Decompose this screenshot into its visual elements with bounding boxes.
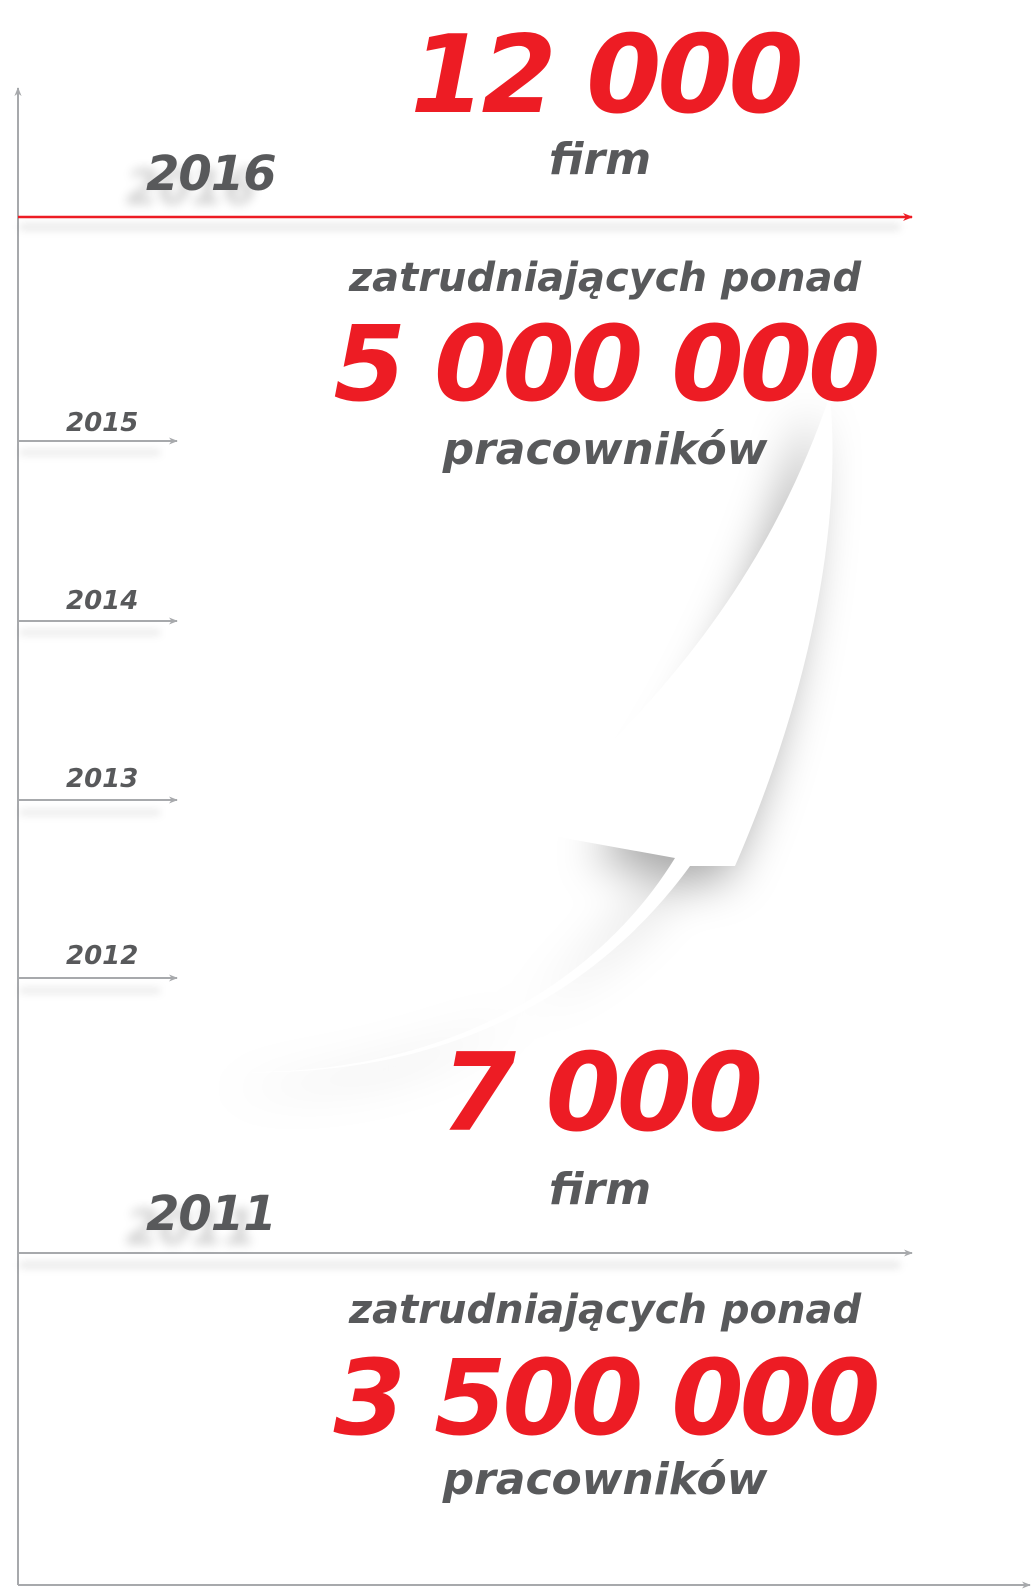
year-label-2013: 2013 [66,764,139,794]
line-shadow-2011 [20,1262,900,1268]
line-shadow-2014 [20,630,160,635]
line-shadow-2016 [20,224,900,230]
year-label-2014: 2014 [66,586,139,616]
firms-label-2011: firm [548,1164,652,1215]
employees-count-2011: 3 500 000 [333,1337,881,1459]
line-shadow-2013 [20,810,160,815]
growth-arrow [240,395,833,1073]
line-shadow-2012 [20,988,160,993]
year-label-2016: 2016 [146,146,277,202]
employ-label-2016: zatrudniających ponad [348,255,862,301]
employees-label-2011: pracowników [442,1454,768,1505]
year-label-2011: 2011 [146,1186,277,1242]
employees-count-2016: 5 000 000 [333,303,881,425]
employ-label-2011: zatrudniających ponad [348,1287,862,1333]
firms-count-2011: 7 000 [440,1031,763,1156]
firms-count-2016: 12 000 [410,13,803,138]
employees-label-2016: pracowników [442,424,768,475]
firms-label-2016: firm [548,134,652,185]
line-shadow-2015 [20,450,160,455]
year-label-2015: 2015 [66,408,139,438]
year-label-2012: 2012 [66,941,139,971]
